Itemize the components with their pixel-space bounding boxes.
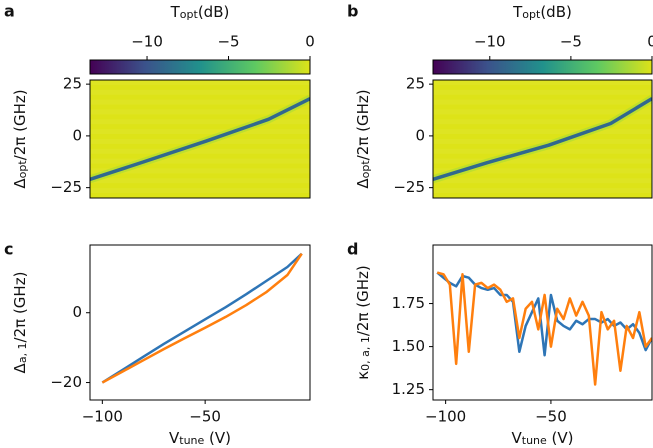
label-sub: opt [16,160,29,179]
label-rest: (dB) [540,3,572,21]
data-line [101,253,303,384]
colorbar [89,59,311,75]
panel-letter: c [4,240,13,259]
y-tick-label: 25 [406,75,425,93]
colorbar-title: Topt(dB) [170,3,230,22]
label-main: V [511,429,522,447]
y-axis-label: Δa, 1/2π (GHz) [11,272,30,374]
y-tick-label: −20 [50,373,82,391]
label-main: V [169,429,180,447]
plot-frame [89,244,311,401]
label-main: κ [354,371,372,380]
label-main: Δ [11,178,29,189]
heatmap-band [433,89,652,95]
heatmap-band [90,119,310,125]
heatmap-band [90,109,310,115]
label-sub: 0, a, 1 [359,336,372,371]
x-tick-label: −50 [189,408,221,426]
label-sub: tune [179,434,204,447]
heatmap-band [90,178,310,184]
x-tick-label: −100 [82,408,123,426]
x-axis-label: Vtune (V) [511,429,573,448]
heatmap-band [433,109,652,115]
y-tick-label: 25 [63,75,82,93]
data-line [436,271,652,357]
heatmap-band [90,99,310,105]
label-main: Δ [354,178,372,189]
heatmap-band [90,188,310,194]
label-main: T [512,3,523,21]
heatmap-background [433,80,652,198]
colorbar-tick-label: −5 [560,33,582,51]
plot-frame [432,79,653,199]
x-axis-label: Vtune (V) [169,429,231,448]
y-tick-label: 1.50 [392,337,425,355]
dip-line [433,97,652,182]
label-sub: a, 1 [16,342,29,363]
label-rest: (dB) [198,3,230,21]
heatmap-band [433,139,652,144]
label-rest: /2π (GHz) [354,89,372,160]
heatmap-band [433,119,652,125]
label-rest: (V) [547,429,574,447]
heatmap-band [433,99,652,105]
heatmap-band [433,168,652,174]
heatmap-band [90,168,310,174]
y-tick-label: 0 [415,126,425,144]
colorbar-tick-label: 0 [647,33,653,51]
label-sub: tune [522,434,547,447]
label-rest: /2π (GHz) [11,89,29,160]
dip-line [90,97,310,182]
heatmap-band [90,158,310,164]
label-sub: opt [522,8,541,21]
panel-letter: d [347,240,358,259]
y-axis-label: Δopt/2π (GHz) [354,89,373,188]
colorbar-tick-label: −10 [474,33,506,51]
heatmap-band [90,148,310,154]
heatmap-band [433,129,652,135]
heatmap-band [433,80,652,85]
label-sub: opt [180,8,199,21]
heatmap-band [90,89,310,95]
panel-letter: b [347,2,358,21]
y-tick-label: −25 [393,178,425,196]
label-main: Δ [11,362,29,373]
colorbar-title: Topt(dB) [512,3,572,22]
data-line [101,252,303,384]
label-rest: /2π (GHz) [11,272,29,343]
label-rest: /2π (GHz) [354,265,372,336]
plot-frame [89,79,311,199]
colorbar [432,59,653,75]
label-sub: opt [359,160,372,179]
y-tick-label: −25 [50,178,82,196]
y-tick-label: 0 [72,126,82,144]
colorbar-tick-label: 0 [305,33,315,51]
heatmap-band [90,129,310,135]
y-tick-label: 1.75 [392,294,425,312]
y-axis-label: Δopt/2π (GHz) [11,89,30,188]
panel-letter: a [4,2,15,21]
y-tick-label: 1.25 [392,380,425,398]
y-tick-label: 0 [72,303,82,321]
y-axis-label: κ0, a, 1/2π (GHz) [354,265,373,379]
heatmap-band [433,178,652,184]
colorbar-tick-label: −5 [217,33,239,51]
x-tick-label: −100 [425,408,466,426]
label-main: T [170,3,181,21]
plot-frame [432,244,653,401]
label-rest: (V) [204,429,231,447]
colorbar-tick-label: −10 [131,33,163,51]
heatmap-band [433,148,652,154]
heatmap-band [90,80,310,85]
x-tick-label: −50 [535,408,567,426]
data-line [436,271,652,386]
heatmap-band [433,158,652,164]
heatmap-band [433,188,652,194]
